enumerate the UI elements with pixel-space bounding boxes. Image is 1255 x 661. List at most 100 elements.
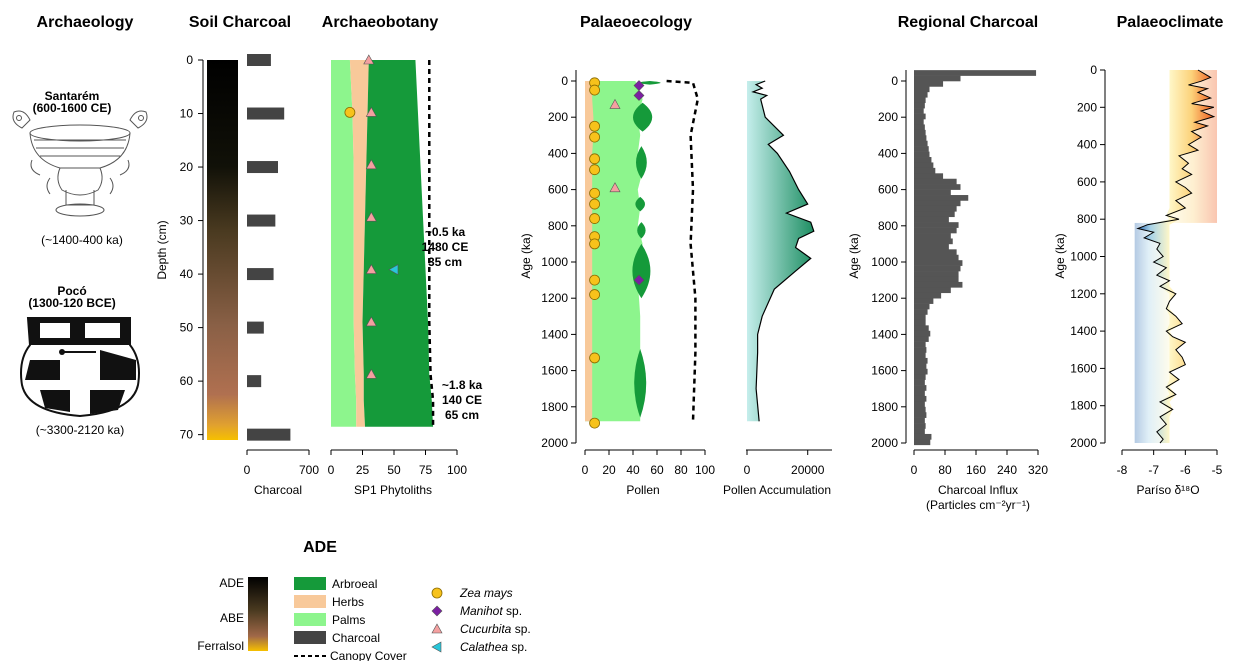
regional-charcoal-bar [914,243,949,250]
soil-depth-tick-label: 40 [180,267,194,281]
regional-charcoal-bar [914,260,963,266]
legend-soil-gradient [248,577,268,651]
regional-age-tick-label: 200 [878,110,898,124]
pollen-arboreal-lens [637,222,646,239]
regional-charcoal-bar [914,129,926,136]
legend-marker-calathea [431,641,442,653]
regional-charcoal-bar [914,184,961,190]
pollen-age-tick-label: 1000 [541,255,568,269]
regional-age-tick-label: 400 [878,146,898,160]
regional-charcoal-bar [914,265,961,272]
regional-charcoal-bar [914,86,930,93]
legend-marker-label-suffix: sp. [503,604,522,618]
archaeobotany-xtick-label: 25 [356,463,370,477]
soil-depth-label: Depth (cm) [155,220,169,279]
pollen-age-tick-label: 1200 [541,291,568,305]
regional-charcoal-bar [914,167,936,174]
archaeobotany-xtick-label: 75 [419,463,433,477]
regional-xtick-label: 160 [966,463,986,477]
regional-xtick-label: 240 [997,463,1017,477]
regional-charcoal-bar [914,91,928,98]
legend-marker-label: Calathea sp. [460,640,527,654]
regional-charcoal-bar [914,222,959,228]
soil-depth-tick-label: 70 [180,428,194,442]
archaeobotany-marker-cucurbita [365,368,377,379]
regional-charcoal-bar [914,298,934,304]
regional-charcoal-bar [914,200,961,207]
pollen-marker-zea-mays [589,120,600,132]
legend-swatch-charcoal [294,631,326,644]
pollen-age-tick-label: 200 [548,110,568,124]
pollen-panel [585,77,700,429]
poco-dates: (1300-120 BCE) [28,296,115,310]
annotation-lower-line1: ~1.8 ka [442,378,483,392]
annotation-upper-line1: ~0.5 ka [425,225,466,239]
pollen-xtick-label: 100 [695,463,715,477]
pollen-age-tick-label: 400 [548,146,568,160]
regional-age-tick-label: 1400 [871,327,898,341]
regional-charcoal-bar [914,276,959,283]
regional-age-tick-label: 0 [891,74,898,88]
regional-charcoal-bar [914,140,928,147]
regional-charcoal-bar [914,205,957,212]
regional-charcoal-bar [914,249,957,256]
regional-charcoal-bar [914,173,944,180]
regional-xtick-label: 0 [911,463,918,477]
soil-charcoal-bar [247,268,274,281]
pollen-accumulation-panel [747,80,815,422]
regional-charcoal-bar [914,314,926,321]
soil-charcoal-bar [247,428,291,441]
regional-charcoal-bar [914,287,951,294]
pollen-age-tick-label: 1800 [541,400,568,414]
regional-charcoal-bar [914,357,928,364]
soil-depth-tick-label: 20 [180,160,194,174]
legend-marker-label-italic: Zea mays [459,586,513,600]
pollen-marker-manihot [633,90,645,101]
legend-marker-label: Zea mays [459,586,513,600]
legend-gradient-mid: ABE [220,611,244,625]
regional-charcoal-bar [914,113,926,120]
regional-charcoal-bar [914,395,927,402]
regional-charcoal-bar [914,325,929,332]
palaeoclimate-xlabel: Paríso δ¹⁸O [1136,483,1199,497]
pollen-age-ticks: 0 200 400 600 800 1000 1200 1400 1600 1800 2000 [541,74,576,450]
pollen-marker-zea-mays [589,289,600,300]
regional-age-tick-label: 1600 [871,364,898,378]
soil-charcoal-xtick-label: 0 [244,463,251,477]
regional-charcoal-bar [914,385,927,391]
palaeoclimate-age-tick-label: 400 [1077,138,1097,152]
regional-charcoal-bar [914,162,934,169]
soil-charcoal-xtick-label: 700 [299,463,319,477]
soil-charcoal-xticks: 0 700 [244,450,319,477]
regional-charcoal-bar [914,195,969,201]
annotation-lower: ~1.8 ka 140 CE 65 cm [442,378,483,422]
palaeoclimate-age-tick-label: 0 [1090,63,1097,77]
pollen-xlabel: Pollen [626,483,659,497]
legend-canopy-label: Canopy Cover [330,649,407,661]
palaeoclimate-age-tick-label: 1600 [1070,361,1097,375]
regional-charcoal-bar [914,178,957,185]
palaeoclimate-xtick-label: -7 [1148,463,1159,477]
title-soil-charcoal: Soil Charcoal [189,14,291,31]
regional-charcoal-bar [914,97,926,104]
soil-charcoal-xlabel: Charcoal [254,483,302,497]
archaeobotany-marker-cucurbita [363,54,375,65]
annotation-upper: ~0.5 ka 1480 CE 35 cm [422,225,469,269]
pollen-marker-manihot [633,274,645,286]
legend-marker-label-italic: Calathea [460,640,508,654]
title-palaeoecology: Palaeoecology [580,14,692,31]
archaeobotany-marker-zea-mays [344,106,356,118]
archaeobotany-xticks: 0 25 50 75 100 [328,450,467,477]
soil-depth-tick-label: 50 [180,321,194,335]
archaeobotany-herbs-area [349,60,369,427]
regional-charcoal-bar [914,390,925,397]
poco-age: (~3300-2120 ka) [36,423,124,437]
regional-charcoal-bar [914,439,931,446]
archaeobotany-palms-area [331,60,357,427]
soil-charcoal-bar [247,321,264,334]
pollen-xticks: 0 20 40 60 80 100 [582,450,715,477]
regional-charcoal-bar [914,146,929,152]
legend-marker-label: Cucurbita sp. [460,622,531,636]
regional-xticks: 0 80 160 240 320 [911,450,1048,477]
pollen-marker-zea-mays [589,84,600,96]
